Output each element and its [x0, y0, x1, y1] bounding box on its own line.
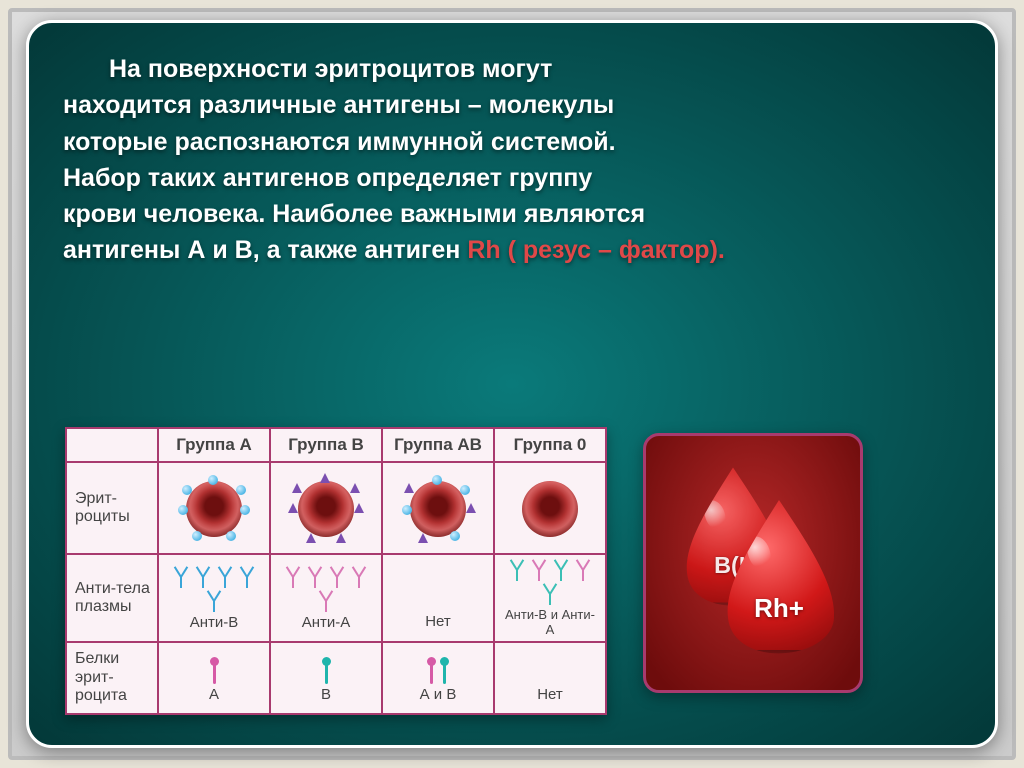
prot-cell-a: А: [158, 642, 270, 714]
col-header-a: Группа А: [158, 428, 270, 462]
eryth-cell-o: [494, 462, 606, 554]
disc-ab: [410, 481, 466, 537]
text-line-5: крови человека. Наиболее важными являютс…: [63, 200, 645, 228]
pin-ab-b-icon: [443, 664, 446, 684]
ab-caption-ab: Нет: [389, 613, 487, 630]
disc-o: [522, 481, 578, 537]
ab-group-a: [165, 566, 263, 612]
blood-groups-table: Группа А Группа В Группа АВ Группа 0 Эри…: [65, 427, 607, 715]
col-header-o: Группа 0: [494, 428, 606, 462]
lower-area: Группа А Группа В Группа АВ Группа 0 Эри…: [65, 427, 863, 715]
text-line-2: находится различные антигены – молекулы: [63, 91, 614, 119]
rh-text: Rh ( резус – фактор).: [467, 236, 725, 264]
ab-caption-a: Анти-В: [165, 614, 263, 631]
ab-group-b: [277, 566, 375, 612]
eryth-cell-a: [158, 462, 270, 554]
ab-cell-ab: Нет: [382, 554, 494, 642]
row-proteins: Белки эрит-роцита А В А и В: [66, 642, 606, 714]
pin-a-icon: [213, 664, 216, 684]
row-label-proteins: Белки эрит-роцита: [66, 642, 158, 714]
eryth-cell-ab: [382, 462, 494, 554]
blood-drops-panel: B(II Rh+: [643, 433, 863, 693]
table-header-row: Группа А Группа В Группа АВ Группа 0: [66, 428, 606, 462]
pin-ab-a-icon: [430, 664, 433, 684]
drop-front-label: Rh+: [724, 593, 834, 624]
prot-caption-o: Нет: [501, 686, 599, 703]
ab-cell-o: Анти-В и Анти-А: [494, 554, 606, 642]
ab-caption-o: Анти-В и Анти-А: [501, 607, 599, 637]
prot-caption-b: В: [277, 686, 375, 703]
disc-a: [186, 481, 242, 537]
ab-group-o: [501, 559, 599, 605]
row-erythrocytes: Эрит-роциты: [66, 462, 606, 554]
prot-caption-ab: А и В: [389, 686, 487, 703]
prot-caption-a: А: [165, 686, 263, 703]
main-text: На поверхности эритроцитов могут находит…: [63, 51, 961, 269]
text-line-3: которые распознаются иммунной системой.: [63, 128, 616, 156]
pin-b-icon: [325, 664, 328, 684]
text-line-4: Набор таких антигенов определяет группу: [63, 164, 592, 192]
ab-cell-a: Анти-В: [158, 554, 270, 642]
eryth-cell-b: [270, 462, 382, 554]
ab-caption-b: Анти-А: [277, 614, 375, 631]
text-line-1: На поверхности эритроцитов могут: [109, 55, 552, 83]
disc-b: [298, 481, 354, 537]
col-header-b: Группа В: [270, 428, 382, 462]
header-blank: [66, 428, 158, 462]
prot-cell-o: Нет: [494, 642, 606, 714]
text-line-6: антигены А и В, а также антиген: [63, 236, 467, 264]
ab-cell-b: Анти-А: [270, 554, 382, 642]
row-label-eryth: Эрит-роциты: [66, 462, 158, 554]
prot-cell-b: В: [270, 642, 382, 714]
outer-frame: На поверхности эритроцитов могут находит…: [0, 0, 1024, 768]
slide: На поверхности эритроцитов могут находит…: [26, 20, 998, 748]
prot-cell-ab: А и В: [382, 642, 494, 714]
col-header-ab: Группа АВ: [382, 428, 494, 462]
row-label-antibodies: Анти-тела плазмы: [66, 554, 158, 642]
row-antibodies: Анти-тела плазмы Анти-В: [66, 554, 606, 642]
